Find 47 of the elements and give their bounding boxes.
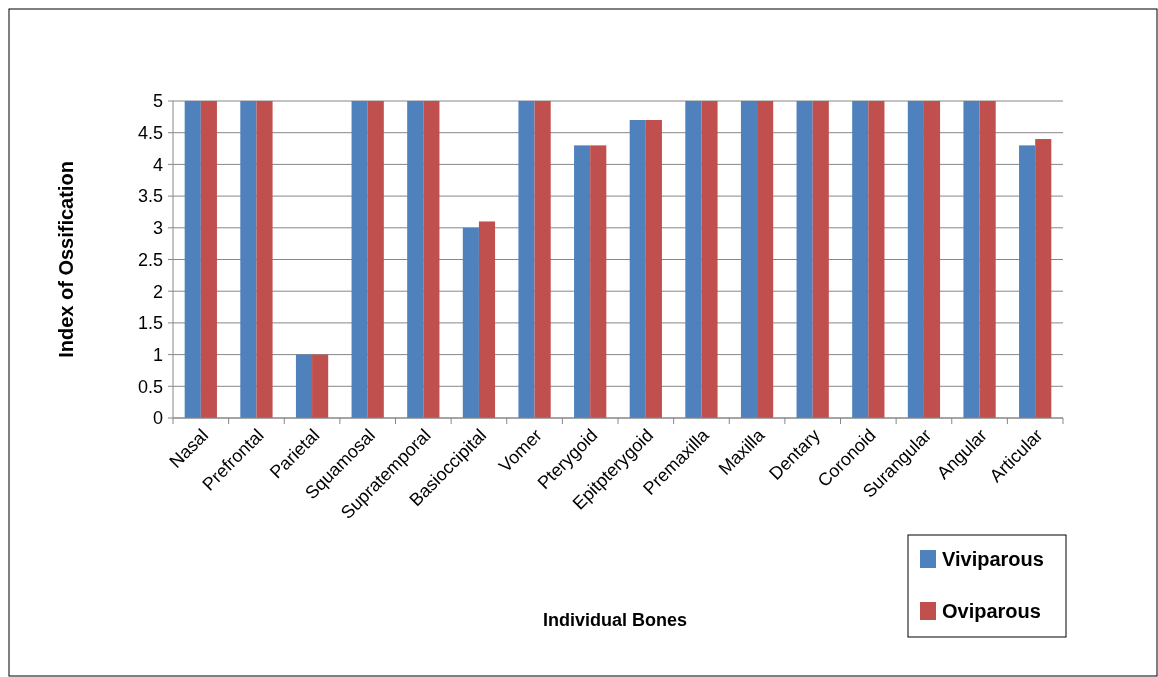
- bar: [312, 354, 329, 418]
- bar: [907, 101, 924, 418]
- bar: [757, 101, 774, 418]
- bar: [796, 101, 813, 418]
- y-tick-label: 1: [152, 344, 163, 365]
- bar: [812, 101, 829, 418]
- bar: [740, 101, 758, 418]
- bar: [574, 145, 591, 418]
- y-tick-label: 5: [152, 91, 163, 112]
- bar: [351, 101, 368, 418]
- bar: [629, 120, 646, 418]
- bar: [923, 101, 941, 418]
- y-tick-label: 3: [152, 218, 163, 239]
- bar: [979, 101, 996, 418]
- bar: [963, 101, 980, 418]
- y-axis-title: Index of Ossification: [55, 161, 77, 358]
- y-tick-label: 4: [152, 154, 163, 175]
- bar: [1035, 139, 1052, 418]
- y-tick-label: 0.5: [137, 376, 163, 397]
- bar: [685, 101, 702, 418]
- y-tick-label: 1.5: [137, 313, 163, 334]
- y-tick-label: 4.5: [137, 123, 163, 143]
- bar: [852, 101, 869, 418]
- bar: [407, 101, 424, 418]
- bar: [590, 145, 607, 418]
- legend-label: Oviparous: [942, 600, 1041, 622]
- bar: [645, 120, 662, 418]
- bar: [423, 101, 440, 418]
- y-tick-label: 2: [152, 281, 163, 302]
- x-axis-title: Individual Bones: [542, 610, 688, 630]
- bar: [367, 101, 384, 418]
- y-tick-label: 3.5: [137, 186, 163, 207]
- bar: [295, 354, 313, 418]
- bar: [518, 101, 535, 418]
- bar: [200, 101, 217, 418]
- bar: [534, 101, 551, 418]
- bar: [701, 101, 718, 418]
- bar: [240, 101, 257, 418]
- bar: [1019, 145, 1036, 418]
- bar: [184, 101, 201, 418]
- y-tick-label: 2.5: [137, 249, 163, 270]
- legend-label: Viviparous: [942, 548, 1044, 570]
- bar: [478, 221, 496, 418]
- bar: [868, 101, 885, 418]
- bar: [462, 227, 479, 418]
- bar: [256, 101, 273, 418]
- y-tick-label: 0: [152, 408, 163, 429]
